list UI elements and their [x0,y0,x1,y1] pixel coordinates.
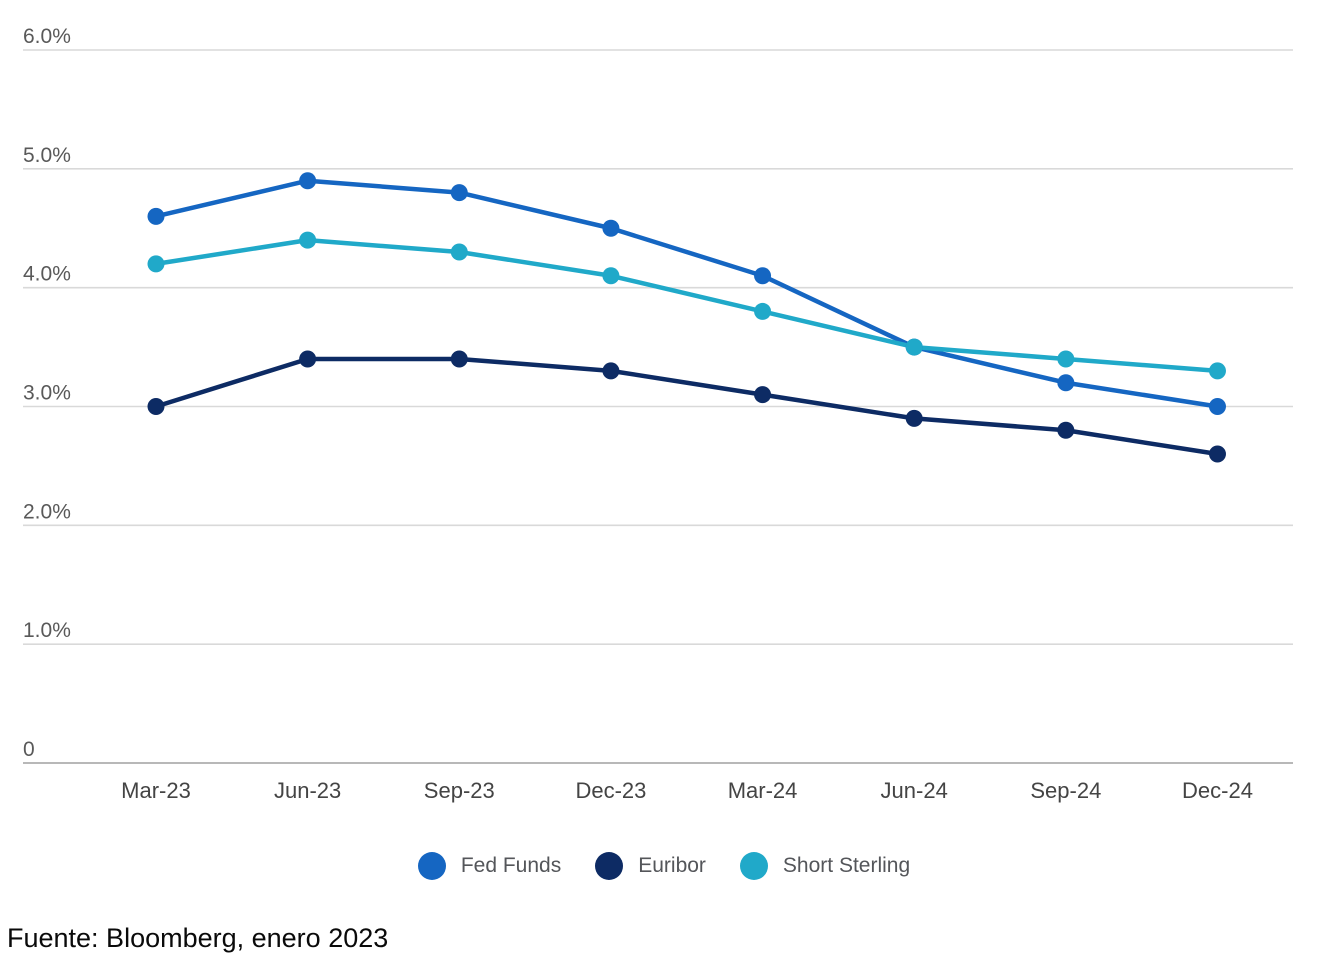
series-line-short-sterling [153,237,1220,374]
data-point-euribor-Mar-23[interactable] [147,398,165,415]
legend-label: Fed Funds [460,854,562,877]
y-tick-label: 3.0% [23,382,71,405]
data-point-fed-funds-Sep-23[interactable] [450,184,468,202]
data-point-euribor-Sep-23[interactable] [450,350,468,368]
series-line-euribor [153,356,1220,457]
y-tick-label: 4.0% [23,263,71,286]
data-point-short-sterling-Jun-24[interactable] [905,338,923,356]
legend-item-fed-funds[interactable]: Fed Funds [417,852,562,880]
data-point-fed-funds-Dec-23[interactable] [602,219,620,237]
x-tick-label: Sep-23 [424,778,495,803]
data-point-euribor-Dec-23[interactable] [602,362,620,380]
legend-dot-short-sterling [739,852,768,880]
data-point-short-sterling-Mar-23[interactable] [147,255,165,273]
data-point-short-sterling-Dec-24[interactable] [1208,362,1226,380]
source-caption: Fuente: Bloomberg, enero 2023 [7,923,389,953]
data-point-short-sterling-Sep-24[interactable] [1057,350,1075,368]
y-tick-label: 5.0% [23,144,71,167]
legend-dot-euribor [595,852,624,880]
x-tick-label: Mar-23 [121,778,191,803]
chart-legend: Fed Funds Euribor Short Sterling [0,838,1328,894]
legend-dot-fed-funds [417,852,446,880]
x-tick-label: Dec-23 [575,778,646,803]
legend-label: Short Sterling [782,854,911,877]
series-line-fed-funds [153,178,1220,409]
y-tick-label: 0 [23,738,35,761]
legend-label: Euribor [638,854,706,877]
x-tick-label: Sep-24 [1030,778,1101,803]
x-tick-label: Jun-24 [881,778,948,803]
x-tick-label: Mar-24 [728,778,798,803]
data-point-fed-funds-Mar-23[interactable] [147,207,165,225]
data-point-euribor-Mar-24[interactable] [754,386,772,404]
y-tick-label: 6.0% [23,25,71,48]
data-point-short-sterling-Mar-24[interactable] [754,302,772,320]
legend-item-euribor[interactable]: Euribor [595,852,706,880]
data-point-fed-funds-Jun-23[interactable] [299,172,317,190]
data-point-short-sterling-Dec-23[interactable] [602,267,620,285]
data-point-fed-funds-Sep-24[interactable] [1057,374,1075,392]
x-tick-label: Dec-24 [1182,778,1253,803]
y-tick-label: 2.0% [23,500,71,523]
data-point-euribor-Dec-24[interactable] [1208,445,1226,463]
data-point-fed-funds-Dec-24[interactable] [1208,398,1226,415]
data-point-euribor-Sep-24[interactable] [1057,421,1075,439]
x-tick-label: Jun-23 [274,778,341,803]
data-point-short-sterling-Sep-23[interactable] [450,243,468,261]
data-point-fed-funds-Mar-24[interactable] [754,267,772,285]
y-tick-label: 1.0% [23,619,71,642]
data-point-euribor-Jun-24[interactable] [905,409,923,427]
rates-line-chart: 0 1.0% 2.0% 3.0% 4.0% 5.0% 6.0% Mar-23 Jun-23 Sep… [23,25,1293,803]
data-point-short-sterling-Jun-23[interactable] [299,231,317,249]
legend-item-short-sterling[interactable]: Short Sterling [739,852,911,880]
data-point-euribor-Jun-23[interactable] [299,350,317,368]
